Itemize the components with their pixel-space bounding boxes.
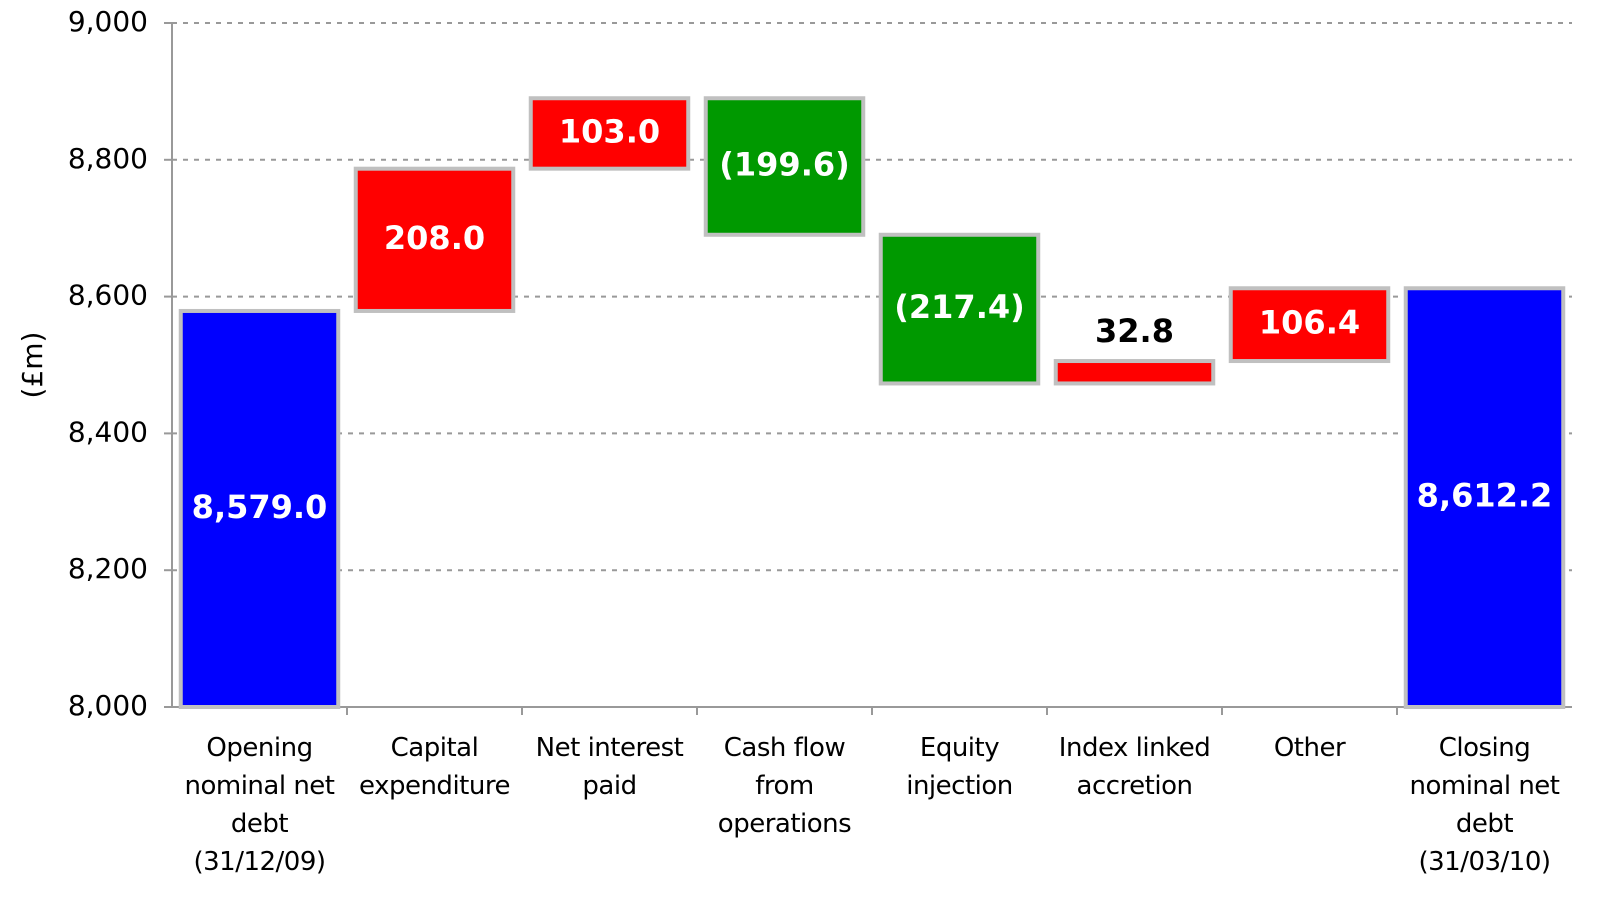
x-tick-label: Closing nominal net debt (31/03/10) (1409, 733, 1560, 877)
x-tick-label: Cash flow from operations (717, 733, 852, 839)
y-tick-label: 9,000 (68, 5, 148, 38)
bar (878, 232, 1041, 386)
value-label: 103.0 (559, 112, 660, 150)
bar (1228, 286, 1391, 364)
value-label: 8,579.0 (192, 488, 328, 526)
x-tick-label: Index linked accretion (1058, 733, 1211, 801)
bar (703, 96, 866, 237)
value-label: (199.6) (719, 146, 849, 184)
bar (1403, 286, 1566, 709)
bar (528, 96, 691, 171)
y-tick-label: 8,000 (68, 689, 148, 722)
value-label: 8,612.2 (1417, 477, 1553, 515)
x-tick-label: Capital expenditure (359, 733, 510, 801)
x-tick-label: Equity injection (906, 733, 1013, 801)
value-label: 208.0 (384, 219, 485, 257)
y-tick-label: 8,200 (68, 552, 148, 585)
y-axis-label: (£m) (16, 332, 49, 399)
bar (1053, 359, 1216, 386)
value-label: (217.4) (894, 288, 1024, 326)
y-tick-label: 8,600 (68, 279, 148, 312)
y-tick-label: 8,800 (68, 142, 148, 175)
x-tick-label: Opening nominal net debt (31/12/09) (184, 733, 335, 877)
value-label: 32.8 (1095, 312, 1174, 350)
bar (178, 308, 341, 709)
y-tick-label: 8,400 (68, 415, 148, 448)
x-tick-label: Net interest paid (535, 733, 684, 801)
x-tick-label: Other (1273, 733, 1346, 763)
bar (353, 166, 516, 313)
value-label: 106.4 (1259, 304, 1360, 342)
